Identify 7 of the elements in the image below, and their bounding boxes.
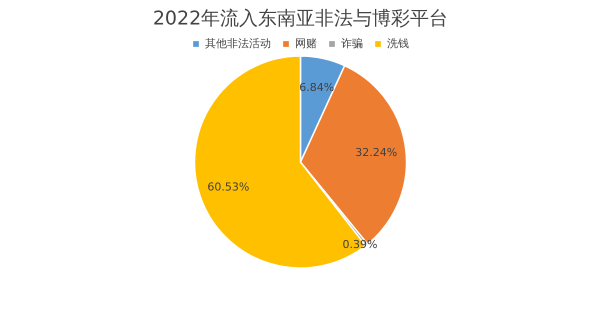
legend-label: 诈骗 — [341, 36, 363, 51]
data-label: 60.53% — [207, 180, 250, 194]
chart-title: 2022年流入东南亚非法与博彩平台 — [152, 8, 448, 30]
data-label: 32.24% — [355, 146, 398, 159]
legend-label: 洗钱 — [387, 36, 409, 51]
legend-label: 网赌 — [295, 36, 317, 51]
legend-label: 其他非法活动 — [205, 36, 271, 51]
